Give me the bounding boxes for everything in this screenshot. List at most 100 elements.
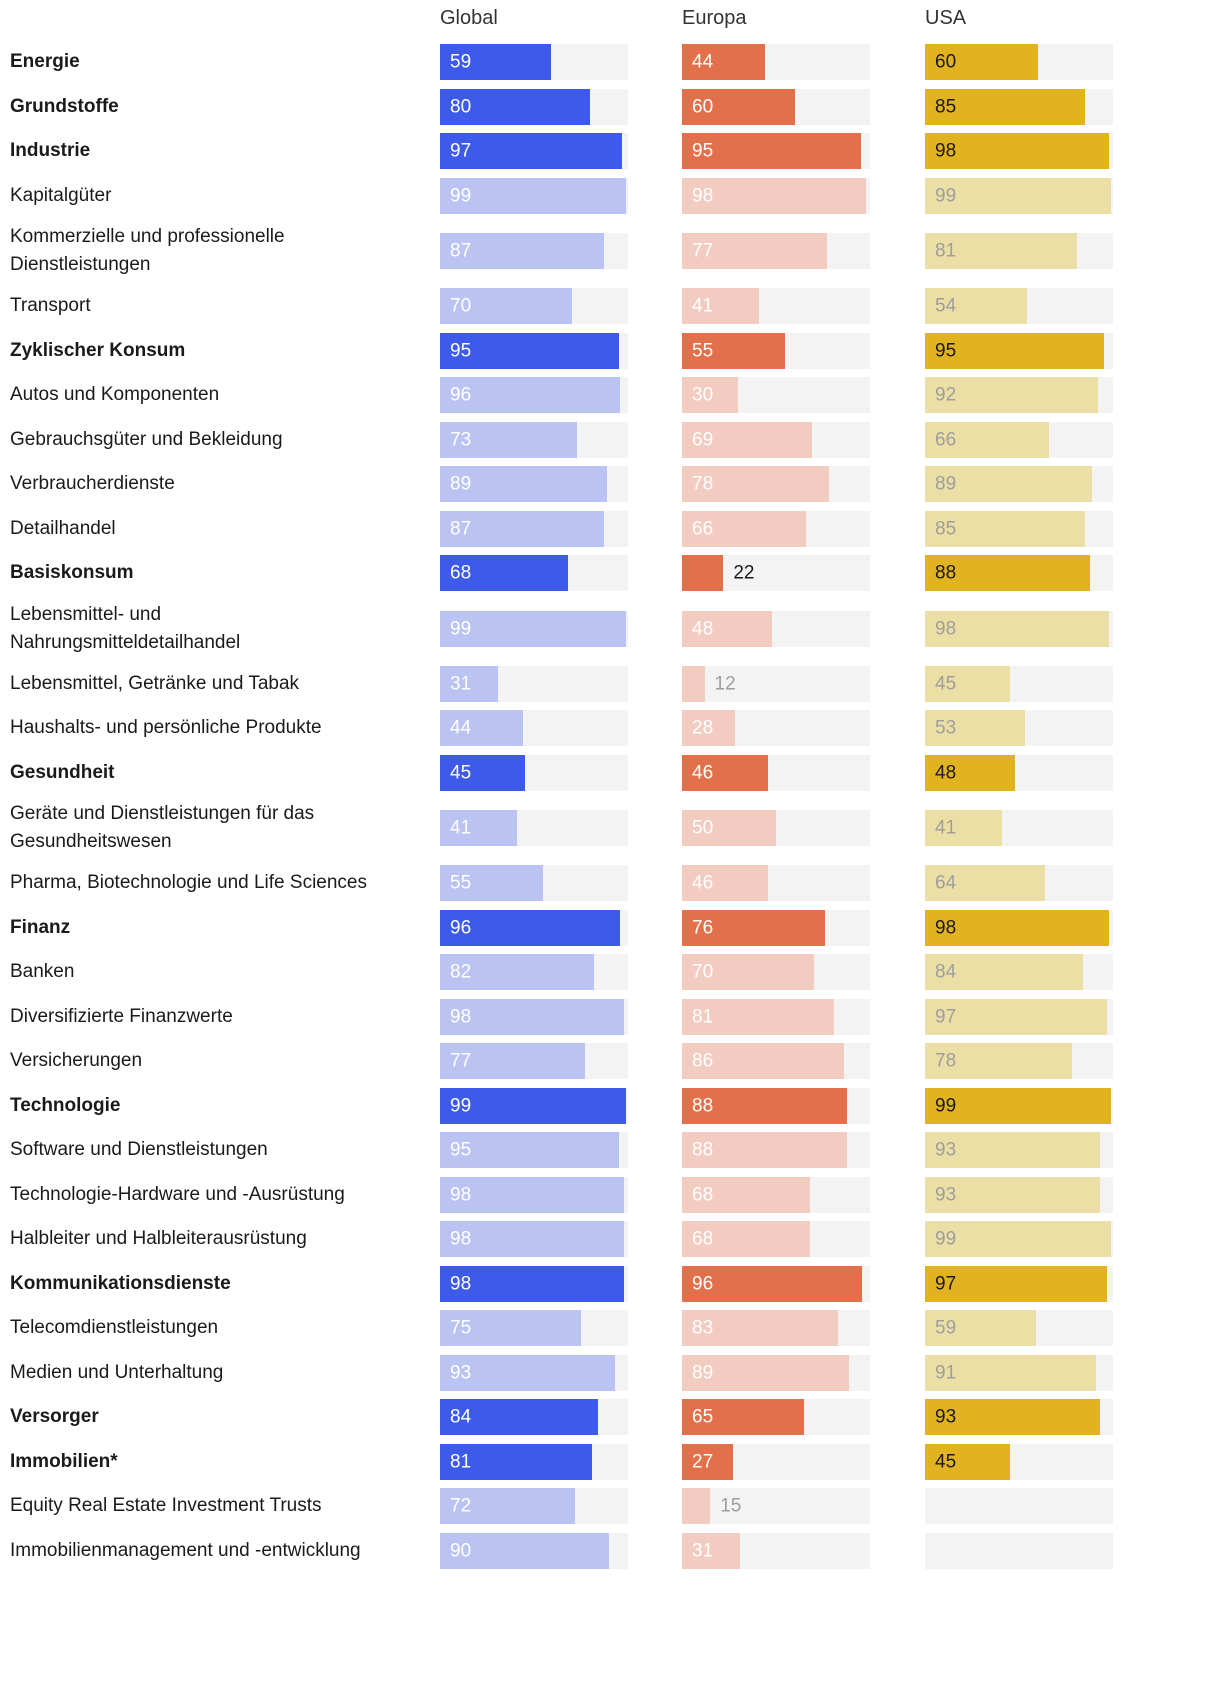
- chart-row: Equity Real Estate Investment Trusts 72 …: [10, 1484, 1220, 1529]
- bar-track-europa: 89: [682, 1354, 870, 1391]
- bar-track-europa: 41: [682, 288, 870, 325]
- bar-usa: [925, 865, 1046, 902]
- bar-value-europa: 44: [692, 51, 714, 73]
- bar-track-global: 96: [440, 377, 628, 414]
- bar-track-global: 81: [440, 1443, 628, 1480]
- row-label: Banken: [10, 961, 75, 983]
- bar-value-europa: 65: [692, 1406, 714, 1428]
- bar-value-usa: 66: [935, 429, 957, 451]
- bar-europa: [682, 133, 861, 170]
- bar-value-usa: 84: [935, 961, 957, 983]
- bar-europa: [682, 288, 760, 325]
- column-header-global: Global: [440, 7, 498, 29]
- column-header-usa: USA: [925, 7, 967, 29]
- bar-cell-usa: 53: [925, 710, 1113, 747]
- bar-cell-usa: 54: [925, 288, 1113, 325]
- bar-cell-global: 98: [440, 1221, 628, 1258]
- bar-track-usa: 59: [925, 1310, 1113, 1347]
- bar-track-europa: 46: [682, 754, 870, 791]
- chart-row: Technologie 99 88 99: [10, 1084, 1220, 1129]
- bar-cell-europa: 68: [682, 1221, 870, 1258]
- row-label: Grundstoffe: [10, 95, 119, 117]
- bar-value-europa: 78: [692, 473, 714, 495]
- bar-global: [440, 466, 608, 503]
- bar-value-global: 73: [450, 429, 472, 451]
- bar-usa: [925, 1176, 1100, 1213]
- column-headers: Global Europa USA: [10, 6, 1220, 40]
- bar-track-global: 98: [440, 998, 628, 1035]
- bar-track-global: 87: [440, 510, 628, 547]
- bar-track-global: 55: [440, 865, 628, 902]
- row-label: Kommunikationsdienste: [10, 1272, 231, 1294]
- bar-cell-global: 84: [440, 1399, 628, 1436]
- bar-track-global: 99: [440, 1087, 628, 1124]
- bar-global: [440, 288, 572, 325]
- bar-cell-global: 98: [440, 1176, 628, 1213]
- bar-cell-usa: 99: [925, 177, 1113, 214]
- bar-cell-global: 75: [440, 1310, 628, 1347]
- bar-track-usa: 91: [925, 1354, 1113, 1391]
- bar-track-usa: 93: [925, 1176, 1113, 1213]
- bar-value-global: 81: [450, 1451, 472, 1473]
- chart-row: Verbraucherdienste 89 78 89: [10, 462, 1220, 507]
- bar-track-global: 98: [440, 1221, 628, 1258]
- bar-value-europa: 60: [692, 96, 714, 118]
- bar-usa: [925, 421, 1050, 458]
- bar-value-usa: 78: [935, 1050, 957, 1072]
- bar-track-usa: 60: [925, 44, 1113, 81]
- bar-value-global: 99: [450, 185, 472, 207]
- bar-global: [440, 44, 551, 81]
- bar-value-europa: 68: [692, 1184, 714, 1206]
- bar-track-global: 90: [440, 1532, 628, 1569]
- bar-value-europa: 69: [692, 429, 714, 451]
- bar-usa: [925, 332, 1104, 369]
- bar-usa: [925, 1043, 1072, 1080]
- bar-cell-global: 68: [440, 555, 628, 592]
- chart-row: Lebensmittel- und Nahrungsmitteldetailha…: [10, 596, 1220, 662]
- bar-cell-global: 99: [440, 610, 628, 647]
- bar-cell-europa: 30: [682, 377, 870, 414]
- row-label: Industrie: [10, 140, 91, 162]
- bar-cell-europa: 98: [682, 177, 870, 214]
- row-label: Medien und Unterhaltung: [10, 1361, 224, 1383]
- bar-value-europa: 30: [692, 384, 714, 406]
- bar-value-europa: 95: [692, 140, 714, 162]
- bar-cell-europa: 66: [682, 510, 870, 547]
- bar-cell-europa: 89: [682, 1354, 870, 1391]
- bar-cell-europa: 77: [682, 233, 870, 269]
- bar-cell-europa: 46: [682, 865, 870, 902]
- bar-cell-europa: 44: [682, 44, 870, 81]
- bar-track-europa: 77: [682, 233, 870, 269]
- bar-europa: [682, 510, 807, 547]
- bar-track-global: 87: [440, 233, 628, 269]
- bar-track-usa: [925, 1488, 1113, 1525]
- bar-value-usa: 45: [935, 1451, 957, 1473]
- bar-europa: [682, 233, 827, 269]
- bar-cell-usa: 93: [925, 1132, 1113, 1169]
- bar-value-global: 82: [450, 961, 472, 983]
- bar-track-usa: 92: [925, 377, 1113, 414]
- bar-track-usa: 99: [925, 1087, 1113, 1124]
- bar-track-global: 80: [440, 88, 628, 125]
- bar-track-usa: 54: [925, 288, 1113, 325]
- bar-cell-usa: 81: [925, 233, 1113, 269]
- bar-cell-global: 96: [440, 909, 628, 946]
- bar-global: [440, 510, 604, 547]
- bar-global: [440, 332, 619, 369]
- row-label: Kapitalgüter: [10, 184, 112, 206]
- bar-cell-global: 77: [440, 1043, 628, 1080]
- bar-track-usa: 45: [925, 1443, 1113, 1480]
- bar-cell-global: 41: [440, 810, 628, 846]
- bar-value-global: 84: [450, 1406, 472, 1428]
- bar-value-usa: 41: [935, 817, 957, 839]
- bar-global: [440, 177, 627, 214]
- bar-usa: [925, 377, 1098, 414]
- bar-track-global: 72: [440, 1488, 628, 1525]
- chart-row: Haushalts- und persönliche Produkte 44 2…: [10, 706, 1220, 751]
- bar-europa: [682, 1176, 810, 1213]
- bar-track-global: 45: [440, 754, 628, 791]
- bar-europa: [682, 1310, 839, 1347]
- row-label: Transport: [10, 295, 91, 317]
- bar-value-usa: 45: [935, 673, 957, 695]
- bar-track-europa: 44: [682, 44, 870, 81]
